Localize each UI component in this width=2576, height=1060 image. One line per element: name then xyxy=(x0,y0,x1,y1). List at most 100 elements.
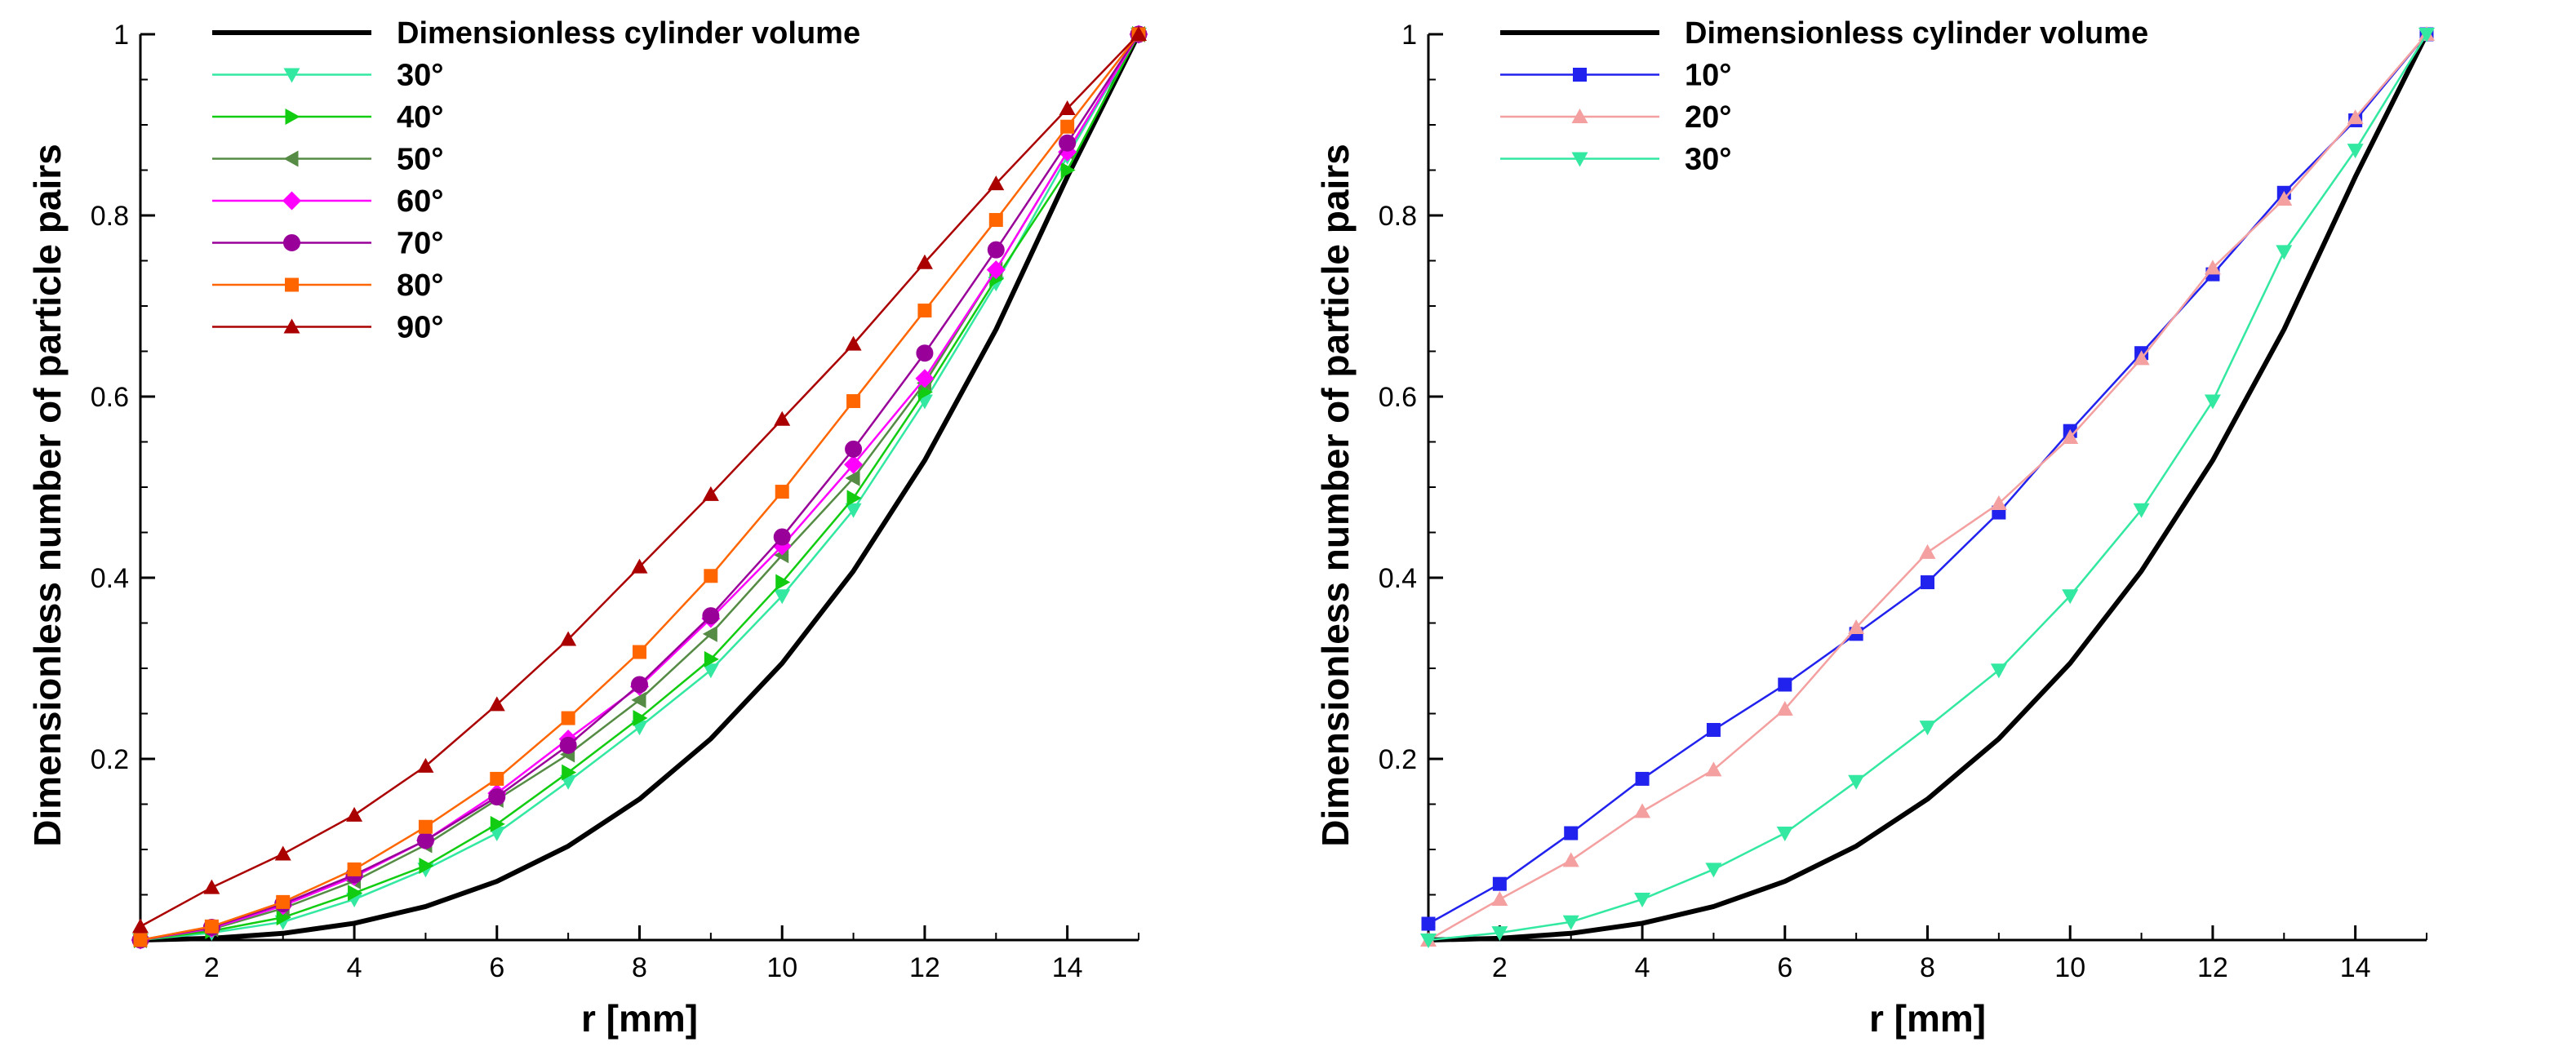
data-point xyxy=(276,909,291,926)
legend-label: 30° xyxy=(397,59,443,93)
y-tick-label: 0.8 xyxy=(91,201,129,232)
data-point xyxy=(1705,761,1722,777)
y-tick-label: 0.6 xyxy=(91,382,129,413)
data-point xyxy=(418,819,433,834)
data-point xyxy=(1564,826,1579,840)
data-point xyxy=(631,558,648,574)
series-2 xyxy=(132,28,1147,948)
legend: Dimensionless cylinder volume 30° 40° 50° 60… xyxy=(212,16,860,345)
data-point xyxy=(203,879,220,894)
legend-item: 50° xyxy=(212,143,443,177)
data-point xyxy=(348,885,363,902)
legend-label: 90° xyxy=(397,311,443,345)
legend-marker xyxy=(285,277,299,292)
y-tick-label: 0.2 xyxy=(1379,744,1417,775)
data-point xyxy=(988,213,1003,228)
data-point xyxy=(1562,852,1579,867)
legend-label: Dimensionless cylinder volume xyxy=(1685,16,2148,51)
legend-label: 50° xyxy=(397,143,443,177)
data-point xyxy=(1634,803,1651,818)
legend-marker xyxy=(1571,152,1588,167)
legend-marker xyxy=(285,109,300,125)
series-line xyxy=(140,33,1139,928)
series-7 xyxy=(133,27,1146,947)
data-point xyxy=(916,254,933,269)
data-point xyxy=(633,710,648,727)
series-line xyxy=(140,33,1139,942)
data-point xyxy=(2204,394,2221,410)
left-line-chart: 2 4 6 8 10 12 14 0.2 0.4 0.6 0.8 1 r [mm] Dimensionle… xyxy=(26,16,1148,1040)
x-tick-label: 6 xyxy=(1777,952,1792,983)
legend-item: 40° xyxy=(212,100,443,135)
data-point xyxy=(775,485,789,499)
data-point xyxy=(1921,575,1934,590)
x-tick-label: 8 xyxy=(632,952,647,983)
y-axis-title: Dimensionless number of particle pairs xyxy=(26,144,69,846)
x-tick-label: 6 xyxy=(489,952,504,983)
data-point xyxy=(844,455,864,474)
legend-item: Dimensionless cylinder volume xyxy=(212,16,860,51)
data-point xyxy=(1420,934,1437,948)
data-point xyxy=(988,175,1005,191)
series-line xyxy=(1428,33,2427,925)
left-chart-panel: 2 4 6 8 10 12 14 0.2 0.4 0.6 0.8 1 r [mm] Dimensionle… xyxy=(26,16,1148,1040)
data-point xyxy=(916,344,934,362)
data-point xyxy=(702,607,720,625)
y-tick-label: 0.4 xyxy=(1379,563,1417,594)
right-chart-panel: 2 4 6 8 10 12 14 0.2 0.4 0.6 0.8 1 r [mm] Dimensionle… xyxy=(1288,0,2576,1060)
data-point xyxy=(1919,543,1936,559)
data-point xyxy=(1635,771,1650,786)
data-point xyxy=(2204,259,2221,275)
plot-area xyxy=(131,24,1148,950)
data-point xyxy=(562,764,577,781)
series-6 xyxy=(131,25,1148,949)
data-point xyxy=(2276,245,2293,260)
x-tick-label: 10 xyxy=(2054,952,2085,983)
series-line xyxy=(1428,33,2429,942)
data-point xyxy=(915,369,935,388)
legend-marker xyxy=(283,68,300,83)
x-tick-label: 2 xyxy=(1492,952,1508,983)
data-point xyxy=(2347,109,2364,125)
data-point xyxy=(560,631,577,646)
series-line xyxy=(140,33,1140,942)
x-tick-label: 2 xyxy=(204,952,220,983)
x-tick-label: 12 xyxy=(2197,952,2228,983)
series-line xyxy=(140,33,1141,942)
data-point xyxy=(845,469,860,486)
data-point xyxy=(2133,503,2150,518)
legend-label: 60° xyxy=(397,184,443,219)
legend-item: 80° xyxy=(212,268,443,303)
data-point xyxy=(2347,144,2364,159)
data-point xyxy=(702,486,719,501)
data-point xyxy=(1776,700,1793,716)
legend-marker xyxy=(283,150,299,167)
y-tick-label: 0.2 xyxy=(91,744,129,775)
data-point xyxy=(1059,134,1077,152)
data-point xyxy=(1562,915,1579,930)
legend-label: 20° xyxy=(1685,100,1731,135)
right-line-chart: 2 4 6 8 10 12 14 0.2 0.4 0.6 0.8 1 r [mm] Dimensionle… xyxy=(1314,16,2435,1040)
legend-item: 60° xyxy=(212,184,443,219)
data-point xyxy=(2276,191,2293,206)
data-point xyxy=(417,757,434,773)
y-tick-label: 0.8 xyxy=(1379,201,1417,232)
data-point xyxy=(1776,827,1793,842)
data-point xyxy=(2418,28,2435,42)
x-tick-label: 10 xyxy=(766,952,797,983)
data-point xyxy=(276,894,291,909)
data-point xyxy=(633,645,646,659)
data-point xyxy=(846,394,861,409)
legend-label: 30° xyxy=(1685,143,1731,177)
data-point xyxy=(631,676,648,694)
data-point xyxy=(490,815,505,832)
data-point xyxy=(1990,663,2007,679)
series-4 xyxy=(1420,28,2435,948)
legend-label: 70° xyxy=(397,227,443,261)
data-point xyxy=(1919,721,1936,736)
y-tick-label: 0.6 xyxy=(1379,382,1417,413)
data-point xyxy=(133,933,148,947)
series-line xyxy=(140,33,1140,942)
legend: Dimensionless cylinder volume 10° 20° 30° xyxy=(1500,16,2148,177)
data-point xyxy=(917,304,932,318)
